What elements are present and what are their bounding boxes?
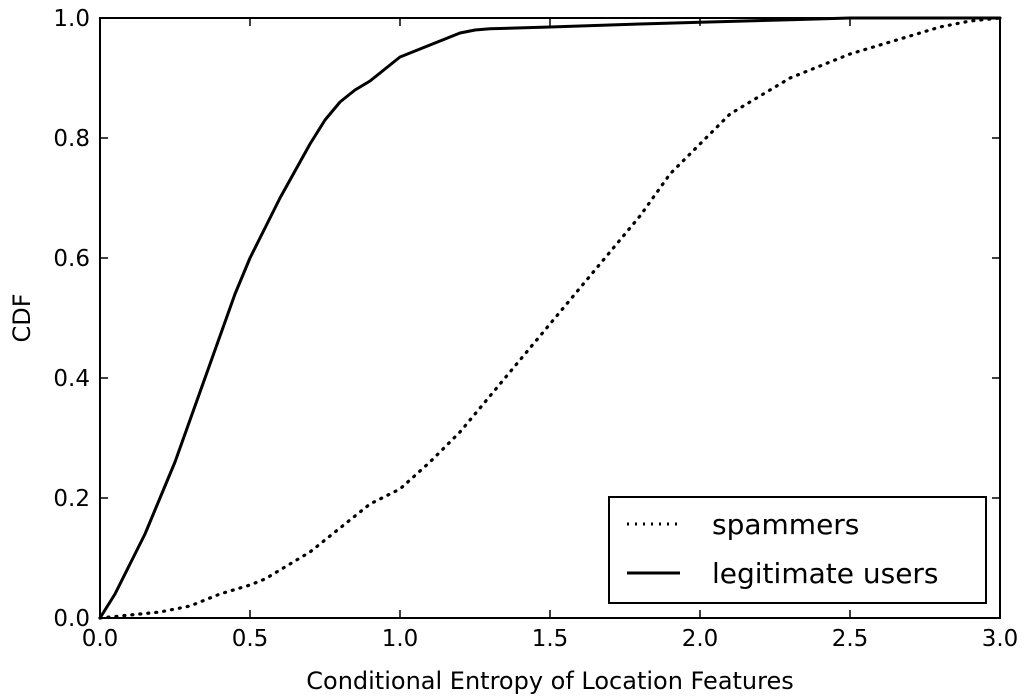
x-tick-label: 3.0 <box>982 626 1019 652</box>
y-axis-label: CDF <box>8 293 36 342</box>
legend-box <box>608 496 987 604</box>
x-tick-label: 1.0 <box>382 626 419 652</box>
legend-label-legitimate-users: legitimate users <box>712 557 939 590</box>
series-layer <box>98 16 1002 620</box>
legend-label-spammers: spammers <box>712 508 859 541</box>
legend: spammers legitimate users <box>608 496 987 604</box>
y-tick-label: 0.8 <box>53 126 90 152</box>
x-tick-label: 0.0 <box>82 626 119 652</box>
x-tick-label: 2.5 <box>832 626 869 652</box>
y-tick-label: 1.0 <box>53 6 90 32</box>
x-axis-label: Conditional Entropy of Location Features <box>306 667 794 695</box>
series-line-legitimate-users <box>98 16 1002 620</box>
y-tick-label: 0.6 <box>53 246 90 272</box>
tick-layer: 0.0 0.5 1.0 1.5 2.0 2.5 3.0 0.0 0.2 0.4 0.6 0.8 1.0 <box>53 6 1018 652</box>
x-tick-label: 1.5 <box>532 626 569 652</box>
y-tick-label: 0.0 <box>53 606 90 632</box>
y-tick-label: 0.4 <box>53 366 90 392</box>
plot-frame <box>99 17 1001 619</box>
x-tick-label: 2.0 <box>682 626 719 652</box>
x-tick-label: 0.5 <box>232 626 269 652</box>
y-tick-label: 0.2 <box>53 486 90 512</box>
